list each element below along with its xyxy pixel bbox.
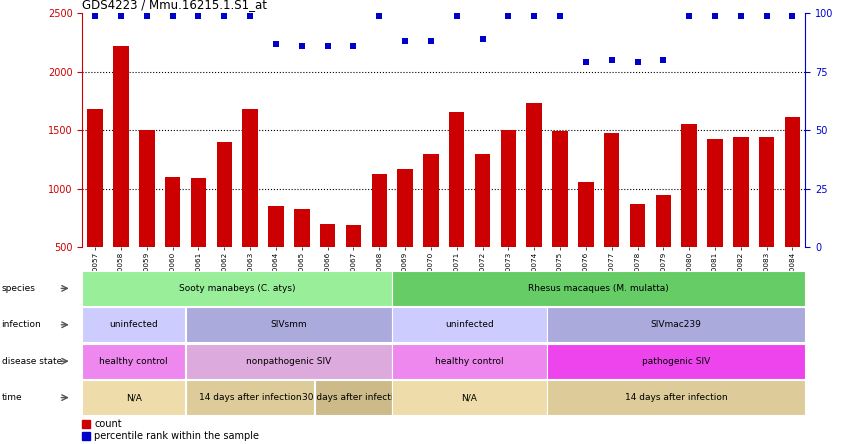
Bar	[785, 118, 800, 306]
Text: SIVmac239: SIVmac239	[650, 320, 701, 329]
Bar	[733, 137, 748, 306]
Bar	[372, 174, 387, 306]
Bar	[320, 224, 335, 306]
Bar	[475, 154, 490, 306]
Point	[553, 12, 567, 19]
Point	[88, 12, 102, 19]
Bar	[759, 137, 774, 306]
Point	[630, 59, 644, 66]
Bar	[191, 178, 206, 306]
Text: nonpathogenic SIV: nonpathogenic SIV	[246, 357, 332, 366]
Point	[501, 12, 515, 19]
Bar	[423, 154, 439, 306]
Bar	[82, 420, 90, 428]
Bar	[294, 209, 309, 306]
Bar	[242, 109, 258, 306]
Bar	[165, 177, 180, 306]
Text: GDS4223 / Mmu.16215.1.S1_at: GDS4223 / Mmu.16215.1.S1_at	[82, 0, 268, 11]
Point	[217, 12, 231, 19]
Text: 14 days after infection: 14 days after infection	[198, 393, 301, 402]
Point	[398, 38, 412, 45]
Bar	[630, 204, 645, 306]
Bar	[268, 206, 284, 306]
Point	[708, 12, 722, 19]
Bar	[346, 225, 361, 306]
Point	[140, 12, 154, 19]
Point	[269, 40, 283, 48]
Text: time: time	[2, 393, 23, 402]
Bar	[216, 142, 232, 306]
Text: Rhesus macaques (M. mulatta): Rhesus macaques (M. mulatta)	[528, 284, 669, 293]
Point	[372, 12, 386, 19]
Text: percentile rank within the sample: percentile rank within the sample	[94, 431, 260, 441]
Point	[579, 59, 593, 66]
Point	[656, 56, 670, 63]
Bar	[708, 139, 723, 306]
Point	[785, 12, 799, 19]
Bar	[604, 133, 619, 306]
Bar	[113, 46, 129, 306]
Point	[527, 12, 541, 19]
Text: healthy control: healthy control	[435, 357, 504, 366]
Bar	[578, 182, 593, 306]
Text: 30 days after infection: 30 days after infection	[302, 393, 404, 402]
Point	[191, 12, 205, 19]
Text: uninfected: uninfected	[109, 320, 158, 329]
Point	[294, 43, 308, 50]
Point	[449, 12, 463, 19]
Point	[165, 12, 179, 19]
Text: infection: infection	[2, 320, 42, 329]
Text: pathogenic SIV: pathogenic SIV	[642, 357, 710, 366]
Bar	[87, 109, 103, 306]
Point	[759, 12, 773, 19]
Text: SIVsmm: SIVsmm	[270, 320, 307, 329]
Point	[475, 36, 489, 43]
Point	[734, 12, 747, 19]
Bar	[553, 131, 568, 306]
Text: disease state: disease state	[2, 357, 61, 366]
Point	[424, 38, 438, 45]
Point	[604, 56, 618, 63]
Text: 14 days after infection: 14 days after infection	[624, 393, 727, 402]
Text: uninfected: uninfected	[445, 320, 494, 329]
Bar	[82, 432, 90, 440]
Bar	[682, 124, 697, 306]
Bar	[656, 194, 671, 306]
Bar	[527, 103, 542, 306]
Bar	[501, 131, 516, 306]
Point	[243, 12, 257, 19]
Point	[114, 12, 128, 19]
Text: count: count	[94, 419, 122, 429]
Text: species: species	[2, 284, 36, 293]
Bar	[449, 111, 464, 306]
Text: N/A: N/A	[126, 393, 142, 402]
Text: healthy control: healthy control	[100, 357, 168, 366]
Point	[346, 43, 360, 50]
Text: N/A: N/A	[462, 393, 477, 402]
Point	[682, 12, 696, 19]
Bar	[397, 169, 413, 306]
Text: Sooty manabeys (C. atys): Sooty manabeys (C. atys)	[178, 284, 295, 293]
Bar	[139, 131, 155, 306]
Point	[320, 43, 334, 50]
